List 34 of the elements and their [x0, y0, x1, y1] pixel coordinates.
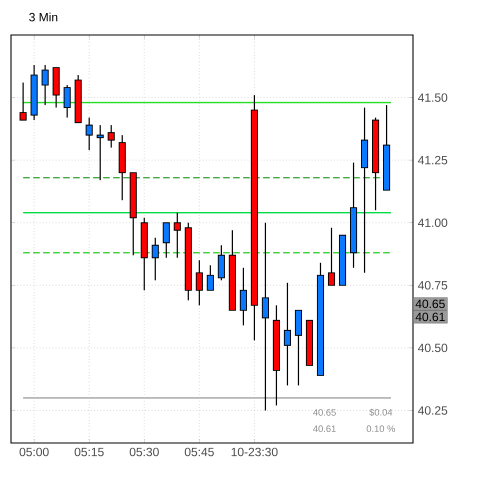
y-tick-label: 40.75 [418, 281, 448, 290]
candlestick [262, 222, 269, 412]
y-tick-label: 40.25 [418, 406, 448, 415]
y-tick-label: 41.25 [418, 156, 448, 164]
candlestick [196, 260, 203, 306]
y-tick-label: 41.00 [418, 218, 448, 227]
x-tick-label: 10-23:30 [232, 448, 278, 456]
candlestick [328, 227, 336, 286]
candlestick [42, 64, 49, 106]
x-tick-label: 05:00 [20, 448, 49, 456]
annotation: 40.65 [313, 409, 336, 416]
candlestick [284, 282, 292, 386]
candlestick [20, 82, 27, 121]
candlestick [206, 264, 214, 291]
candlestick [152, 237, 159, 281]
x-tick-label: 05:45 [184, 448, 214, 456]
annotation: 40.61 [313, 425, 336, 432]
x-tick-label: 05:15 [74, 448, 104, 456]
candlestick [162, 222, 170, 258]
chart-title: 3 Min [29, 12, 58, 22]
candlestick [108, 124, 115, 148]
annotation: $0.04 [369, 408, 392, 416]
text: 40.65 [416, 300, 445, 308]
candlestick [240, 267, 247, 326]
candlestick [174, 212, 181, 258]
text: 40.61 [416, 312, 445, 322]
y-tick-label: 40.50 [418, 344, 448, 352]
annotation: 0.10 % [366, 425, 396, 432]
candlestick [218, 244, 225, 281]
candlestick [86, 116, 93, 151]
candlestick [96, 124, 104, 181]
x-tick-label: 05:30 [130, 448, 159, 456]
y-tick-label: 41.50 [418, 93, 448, 102]
candlestick [64, 84, 71, 118]
